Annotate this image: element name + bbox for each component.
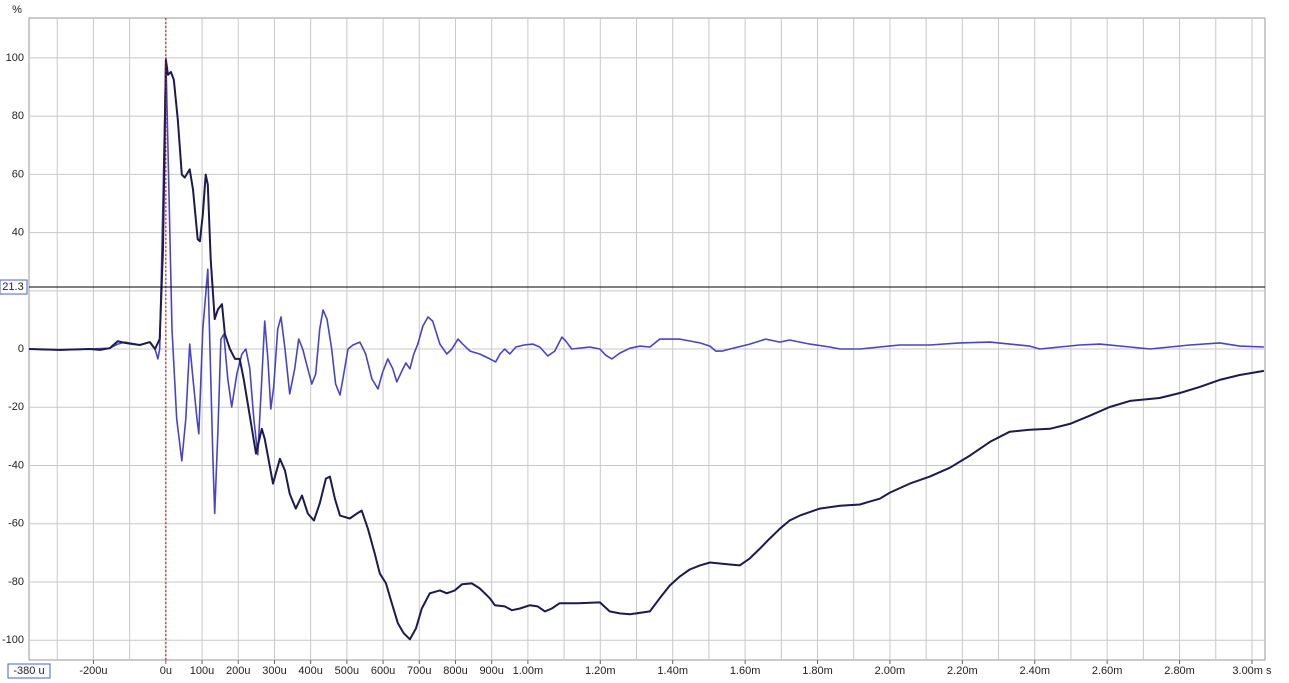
- y-tick-label: -20: [8, 401, 24, 413]
- x-tick-label: 300u: [262, 665, 286, 677]
- x-tick-label: -200u: [79, 665, 107, 677]
- x-tick-label: 1.80m: [802, 665, 833, 677]
- x-tick-label: 1.60m: [730, 665, 761, 677]
- plot-frame: [28, 17, 1266, 661]
- x-tick-label: 1.40m: [657, 665, 688, 677]
- x-tick-label: 3.00m s: [1232, 665, 1272, 677]
- y-tick-label: 100: [6, 52, 24, 64]
- x-tick-label: 900u: [479, 665, 503, 677]
- x-tick-label: 800u: [443, 665, 467, 677]
- x-tick-label: 400u: [298, 665, 322, 677]
- x-tick-label: 2.40m: [1019, 665, 1050, 677]
- y-axis-label: %: [12, 4, 22, 16]
- cursor-x-label: -380 u: [13, 665, 44, 677]
- cursor-y-box: [0, 279, 28, 295]
- y-tick-label: -100: [2, 634, 24, 646]
- x-tick-label: 200u: [226, 665, 250, 677]
- y-tick-label: 0: [18, 343, 24, 355]
- y-tick-label: 60: [12, 168, 24, 180]
- series-line: [28, 57, 1264, 515]
- x-tick-label: 500u: [335, 665, 359, 677]
- x-tick-label: 2.60m: [1092, 665, 1123, 677]
- x-tick-label: 600u: [371, 665, 395, 677]
- y-tick-label: -60: [8, 518, 24, 530]
- x-tick-label: 1.20m: [585, 665, 616, 677]
- y-tick-label: 80: [12, 110, 24, 122]
- y-tick-label: -80: [8, 576, 24, 588]
- x-tick-label: 2.80m: [1164, 665, 1195, 677]
- x-tick-label: 100u: [190, 665, 214, 677]
- cursor-y-label: 21.3: [2, 281, 23, 293]
- x-tick-label: 0u: [160, 665, 172, 677]
- x-tick-label: 2.20m: [947, 665, 978, 677]
- y-tick-label: -40: [8, 459, 24, 471]
- y-tick-label: 40: [12, 226, 24, 238]
- x-tick-label: 2.00m: [875, 665, 906, 677]
- cursor-x-box: [7, 663, 51, 679]
- x-tick-label: 700u: [407, 665, 431, 677]
- series-line: [28, 58, 1265, 641]
- x-tick-label: 1.00m: [513, 665, 544, 677]
